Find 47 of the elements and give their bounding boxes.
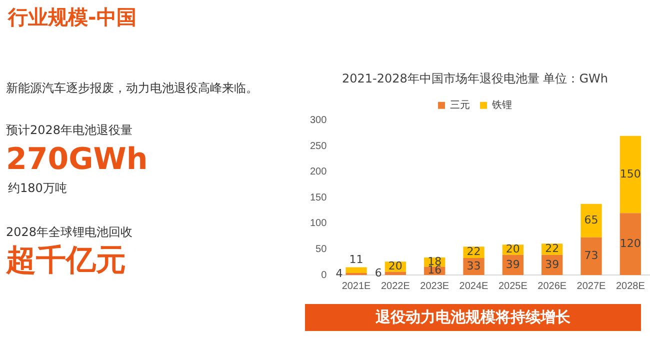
x-tick-label: 2022E	[380, 280, 410, 292]
x-tick-label: 2021E	[342, 280, 372, 292]
data-label: 39	[545, 258, 560, 271]
y-tick-label: 0	[321, 270, 328, 281]
data-label: 20	[506, 242, 520, 256]
text: 预计2028年电池退役量	[6, 122, 133, 139]
data-label: 65	[584, 213, 598, 226]
text: 270GWh	[6, 142, 148, 177]
bar	[620, 213, 641, 275]
y-tick-label: 300	[310, 115, 328, 126]
data-label: 22	[545, 242, 560, 256]
data-label: 16	[428, 264, 442, 277]
text: 超千亿元	[6, 242, 126, 280]
data-label: 120	[620, 236, 641, 250]
data-label: 20	[388, 260, 402, 273]
data-label: 33	[466, 259, 481, 272]
legend-label: 铁锂	[491, 99, 512, 112]
text: 行业规模-中国	[8, 4, 136, 31]
x-tick-label: 2027E	[576, 280, 606, 292]
bar	[346, 267, 367, 273]
x-tick-label: 2026E	[538, 280, 567, 292]
data-label: 4	[336, 266, 343, 280]
data-label: 73	[584, 249, 598, 262]
data-label: 22	[466, 245, 481, 258]
y-tick-label: 250	[310, 140, 328, 152]
text: 退役动力电池规模将持续增长	[305, 304, 641, 331]
text: 2028年全球锂电池回收	[6, 224, 133, 241]
text: 约180万吨	[8, 180, 67, 197]
x-tick-label: 2025E	[498, 280, 528, 292]
data-label: 150	[620, 167, 641, 180]
bar	[620, 136, 641, 214]
y-tick-label: 100	[310, 218, 328, 230]
legend-label: 三元	[450, 100, 470, 112]
data-label: 39	[506, 258, 520, 271]
text: 新能源汽车逐步报废，动力电池退役高峰来临。	[6, 80, 258, 97]
data-label: 6	[374, 266, 382, 280]
bar	[384, 272, 406, 275]
y-tick-label: 200	[310, 166, 328, 178]
x-tick-label: 2028E	[616, 280, 646, 292]
chart-title: 2021-2028年中国市场年退役电池量 单位：GWh	[342, 71, 608, 86]
data-label: 11	[349, 253, 364, 266]
x-tick-label: 2023E	[420, 280, 450, 292]
bar	[580, 237, 602, 275]
y-tick-label: 50	[316, 244, 328, 255]
x-tick-label: 2024E	[459, 280, 489, 292]
y-tick-label: 150	[310, 192, 328, 204]
bar	[580, 204, 602, 238]
